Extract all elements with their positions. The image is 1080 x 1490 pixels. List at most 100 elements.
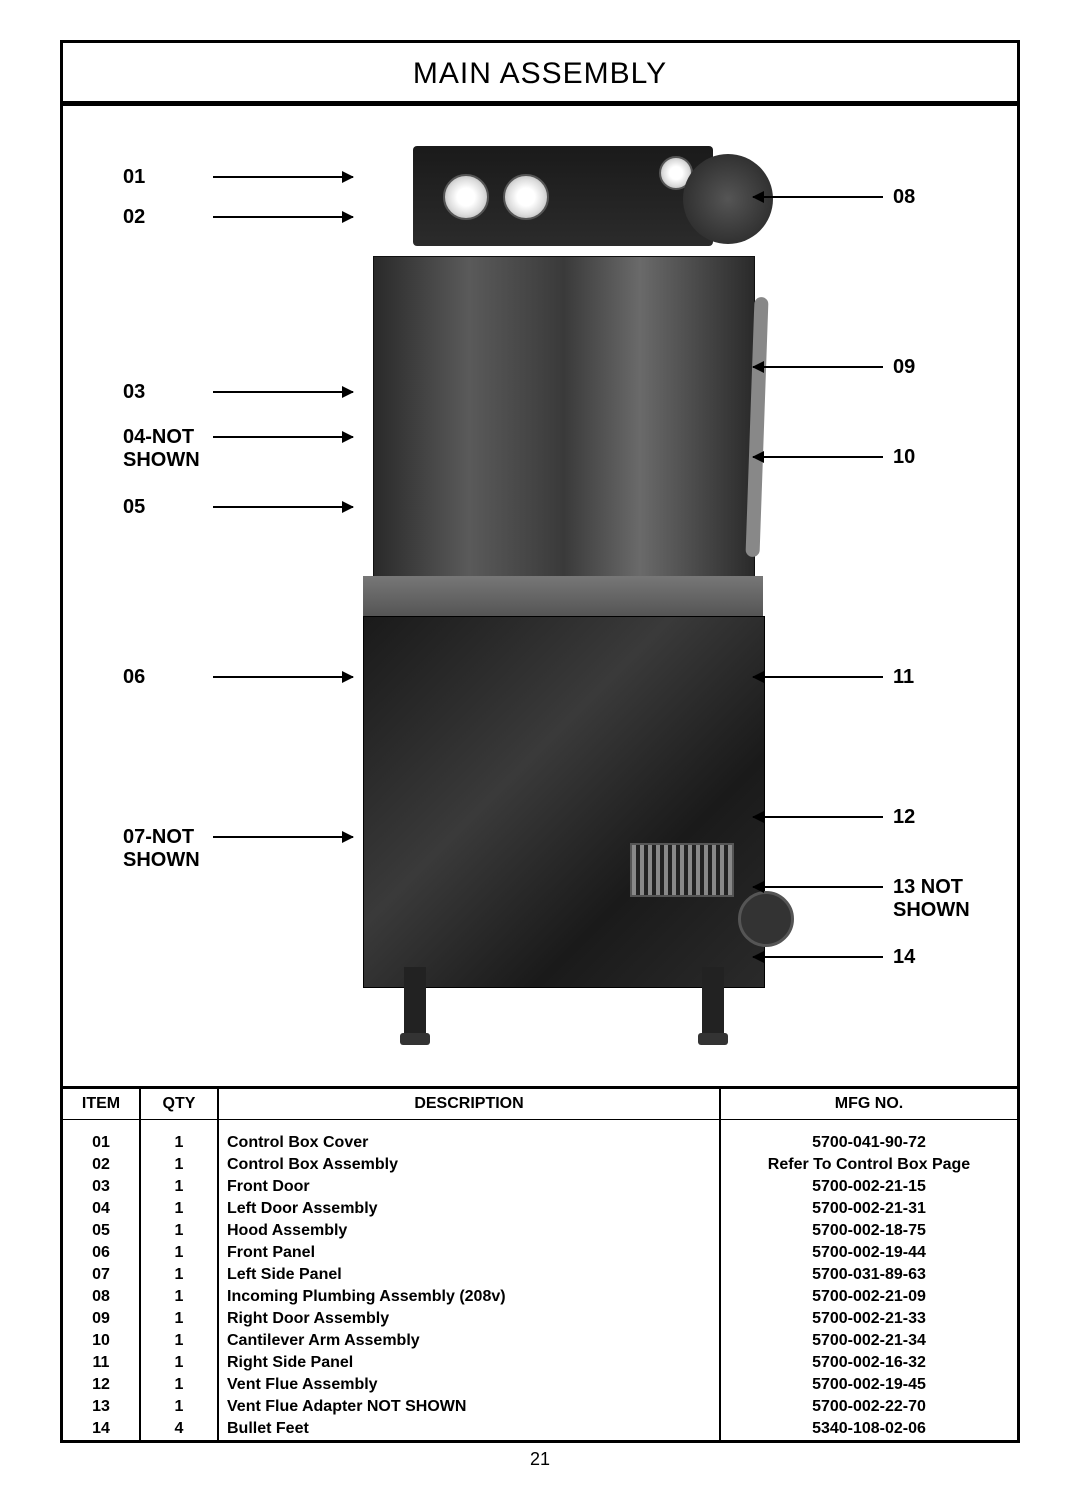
table-row: 051Hood Assembly5700-002-18-75: [63, 1220, 1017, 1242]
callout-label: 04-NOT SHOWN: [123, 426, 200, 472]
cell-mfg: 5700-002-19-45: [720, 1374, 1017, 1396]
cell-desc: Hood Assembly: [218, 1220, 720, 1242]
cell-qty: 1: [140, 1198, 218, 1220]
callout-arrow: [213, 391, 353, 393]
cell-mfg: 5700-002-22-70: [720, 1396, 1017, 1418]
callout-label: 12: [893, 806, 915, 829]
cell-mfg: 5700-002-21-15: [720, 1176, 1017, 1198]
callout-arrow: [753, 456, 883, 458]
cell-desc: Front Panel: [218, 1242, 720, 1264]
cell-qty: 1: [140, 1264, 218, 1286]
diagram-area: 01 02 03 04-NOT SHOWN 05 06 07-NOT SHOWN 08 09 10…: [63, 106, 1017, 1089]
cell-mfg: 5340-108-02-06: [720, 1418, 1017, 1440]
table-row: 144Bullet Feet5340-108-02-06: [63, 1418, 1017, 1440]
callout-label: 10: [893, 446, 915, 469]
callout-label: 13 NOT SHOWN: [893, 876, 970, 922]
cell-qty: 4: [140, 1418, 218, 1440]
callout-label: 09: [893, 356, 915, 379]
cell-mfg: 5700-002-21-33: [720, 1308, 1017, 1330]
cell-qty: 1: [140, 1176, 218, 1198]
cell-desc: Front Door: [218, 1176, 720, 1198]
callout-arrow: [213, 176, 353, 178]
cell-qty: 1: [140, 1374, 218, 1396]
machine-illustration: [353, 146, 773, 1046]
callout-arrow: [753, 196, 883, 198]
callout-label: 01: [123, 166, 145, 189]
cell-mfg: 5700-002-21-09: [720, 1286, 1017, 1308]
callout-label: 02: [123, 206, 145, 229]
cell-qty: 1: [140, 1308, 218, 1330]
cell-mfg: 5700-002-18-75: [720, 1220, 1017, 1242]
cell-item: 11: [63, 1352, 140, 1374]
callout-arrow: [213, 676, 353, 678]
table-row: 011Control Box Cover5700-041-90-72: [63, 1132, 1017, 1154]
cell-item: 14: [63, 1418, 140, 1440]
table-row: 021Control Box AssemblyRefer To Control …: [63, 1154, 1017, 1176]
parts-table: ITEM QTY DESCRIPTION MFG NO. 011Control …: [63, 1089, 1017, 1440]
cell-item: 04: [63, 1198, 140, 1220]
cell-mfg: 5700-002-16-32: [720, 1352, 1017, 1374]
document-frame: MAIN ASSEMBLY: [60, 40, 1020, 1443]
cell-desc: Right Side Panel: [218, 1352, 720, 1374]
table-row: 041Left Door Assembly5700-002-21-31: [63, 1198, 1017, 1220]
callout-label: 03: [123, 381, 145, 404]
callout-label: 08: [893, 186, 915, 209]
cell-qty: 1: [140, 1220, 218, 1242]
cell-mfg: 5700-002-21-31: [720, 1198, 1017, 1220]
col-qty: QTY: [140, 1089, 218, 1120]
cell-desc: Bullet Feet: [218, 1418, 720, 1440]
callout-arrow: [753, 366, 883, 368]
cell-qty: 1: [140, 1352, 218, 1374]
cell-item: 01: [63, 1132, 140, 1154]
callout-label: 11: [893, 666, 914, 689]
table-row: 101Cantilever Arm Assembly5700-002-21-34: [63, 1330, 1017, 1352]
cell-desc: Left Side Panel: [218, 1264, 720, 1286]
cell-item: 07: [63, 1264, 140, 1286]
cell-desc: Control Box Cover: [218, 1132, 720, 1154]
cell-qty: 1: [140, 1154, 218, 1176]
table-row: 031Front Door5700-002-21-15: [63, 1176, 1017, 1198]
table-row: 081Incoming Plumbing Assembly (208v)5700…: [63, 1286, 1017, 1308]
cell-mfg: Refer To Control Box Page: [720, 1154, 1017, 1176]
cell-mfg: 5700-031-89-63: [720, 1264, 1017, 1286]
table-header-row: ITEM QTY DESCRIPTION MFG NO.: [63, 1089, 1017, 1120]
cell-desc: Incoming Plumbing Assembly (208v): [218, 1286, 720, 1308]
col-desc: DESCRIPTION: [218, 1089, 720, 1120]
cell-item: 06: [63, 1242, 140, 1264]
table-row: 111Right Side Panel5700-002-16-32: [63, 1352, 1017, 1374]
cell-qty: 1: [140, 1242, 218, 1264]
cell-item: 03: [63, 1176, 140, 1198]
callout-label: 05: [123, 496, 145, 519]
cell-item: 13: [63, 1396, 140, 1418]
callout-label: 14: [893, 946, 915, 969]
cell-mfg: 5700-002-19-44: [720, 1242, 1017, 1264]
table-row: 071Left Side Panel5700-031-89-63: [63, 1264, 1017, 1286]
cell-item: 12: [63, 1374, 140, 1396]
callout-arrow: [753, 886, 883, 888]
col-item: ITEM: [63, 1089, 140, 1120]
cell-qty: 1: [140, 1132, 218, 1154]
callout-arrow: [213, 216, 353, 218]
cell-desc: Right Door Assembly: [218, 1308, 720, 1330]
cell-qty: 1: [140, 1396, 218, 1418]
cell-qty: 1: [140, 1330, 218, 1352]
table-row: 121Vent Flue Assembly5700-002-19-45: [63, 1374, 1017, 1396]
table-row: 131Vent Flue Adapter NOT SHOWN5700-002-2…: [63, 1396, 1017, 1418]
callout-label: 06: [123, 666, 145, 689]
callout-arrow: [213, 436, 353, 438]
callout-arrow: [753, 956, 883, 958]
cell-desc: Cantilever Arm Assembly: [218, 1330, 720, 1352]
cell-item: 05: [63, 1220, 140, 1242]
cell-item: 09: [63, 1308, 140, 1330]
cell-item: 10: [63, 1330, 140, 1352]
cell-mfg: 5700-002-21-34: [720, 1330, 1017, 1352]
col-mfg: MFG NO.: [720, 1089, 1017, 1120]
page-number: 21: [60, 1443, 1020, 1470]
callout-label: 07-NOT SHOWN: [123, 826, 200, 872]
cell-desc: Vent Flue Assembly: [218, 1374, 720, 1396]
callout-arrow: [213, 836, 353, 838]
callout-arrow: [753, 676, 883, 678]
cell-desc: Left Door Assembly: [218, 1198, 720, 1220]
table-row: 061Front Panel5700-002-19-44: [63, 1242, 1017, 1264]
cell-qty: 1: [140, 1286, 218, 1308]
